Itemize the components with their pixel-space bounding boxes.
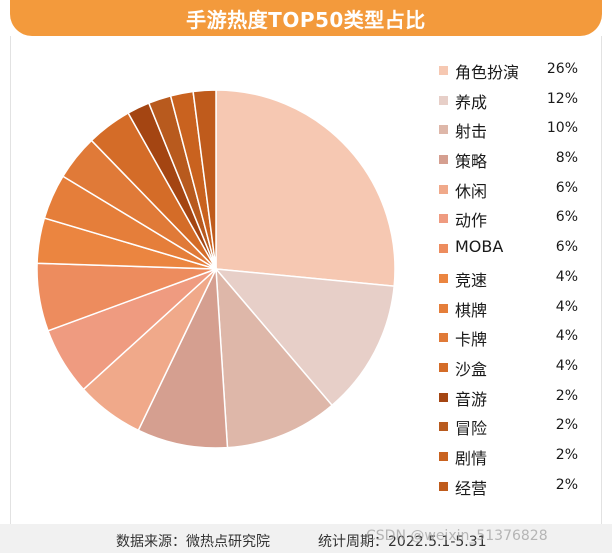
pie-slice-14	[192, 89, 217, 270]
legend-value: 10%	[546, 120, 578, 137]
legend-item: 经营 2%	[436, 474, 596, 504]
legend-label: 动作	[455, 211, 488, 231]
pie-slice-3	[137, 266, 229, 449]
pie-slice-1	[214, 268, 395, 407]
legend-swatch	[439, 362, 448, 372]
legend-label: 养成	[455, 92, 488, 112]
legend-swatch	[439, 451, 448, 461]
legend-item: 养成 12%	[436, 88, 596, 118]
legend-label: 经营	[455, 478, 488, 498]
legend-label: 棋牌	[455, 300, 488, 320]
legend-label: 剧情	[455, 448, 488, 468]
footer: 数据来源：微热点研究院 统计周期：2022.5.1-5.31	[0, 524, 612, 553]
stat-period: 统计周期：2022.5.1-5.31	[318, 534, 487, 550]
legend-item: MOBA 6%	[436, 236, 596, 266]
legend-item: 射击 10%	[436, 117, 596, 147]
title-bar: 手游热度TOP50类型占比	[10, 0, 602, 36]
data-source: 数据来源：微热点研究院	[116, 534, 270, 550]
legend-label: 策略	[455, 152, 488, 172]
legend-swatch	[439, 66, 448, 75]
legend-value: 4%	[555, 268, 578, 285]
legend-swatch	[439, 184, 448, 194]
legend-value: 4%	[555, 298, 578, 315]
legend-value: 8%	[555, 150, 578, 167]
pie-slice-2	[215, 266, 334, 449]
pie-slice-0	[215, 89, 396, 288]
legend-item: 动作 6%	[436, 206, 596, 236]
legend-value: 2%	[555, 476, 578, 493]
legend-value: 2%	[555, 446, 578, 463]
legend-value: 26%	[546, 61, 578, 77]
legend-label: 角色扮演	[455, 63, 520, 82]
legend-label: 音游	[455, 389, 488, 409]
legend-label: 休闲	[455, 181, 488, 201]
legend-label: 卡牌	[455, 330, 488, 350]
legend-item: 棋牌 4%	[436, 296, 596, 326]
legend-value: 2%	[555, 387, 578, 404]
legend-label: 竞速	[455, 270, 488, 290]
legend-swatch	[439, 155, 448, 165]
pie-slices	[36, 89, 396, 449]
pie-chart	[36, 89, 396, 449]
legend-item: 策略 8%	[436, 147, 596, 177]
legend-item: 卡牌 4%	[436, 325, 596, 355]
legend-label: MOBA	[455, 237, 504, 257]
legend-swatch	[439, 422, 448, 432]
legend-value: 4%	[555, 357, 578, 374]
legend-label: 冒险	[455, 419, 488, 439]
legend-swatch	[439, 273, 448, 283]
legend-value: 6%	[555, 239, 578, 256]
legend-item: 音游 2%	[436, 385, 596, 415]
legend-swatch	[439, 214, 448, 224]
legend-swatch	[439, 481, 448, 491]
legend-value: 6%	[555, 209, 578, 226]
watermark: CSDN @weixin_51376828	[366, 528, 548, 544]
legend-swatch	[439, 333, 448, 343]
legend-swatch	[439, 303, 448, 313]
legend-swatch	[439, 392, 448, 402]
legend-swatch	[439, 95, 448, 105]
legend-item: 休闲 6%	[436, 177, 596, 207]
legend-item: 角色扮演 26%	[436, 58, 596, 88]
legend-value: 12%	[546, 90, 578, 107]
legend-swatch	[439, 244, 448, 254]
legend-item: 竞速 4%	[436, 266, 596, 296]
legend-item: 沙盒 4%	[436, 355, 596, 385]
legend-item: 剧情 2%	[436, 444, 596, 474]
legend-value: 6%	[555, 179, 578, 196]
chart-frame	[10, 36, 602, 524]
legend-value: 4%	[555, 328, 578, 345]
legend: 角色扮演 26% 养成 12% 射击 10% 策略 8% 休闲 6% 动作 6% MOBA 6% 竞速 4% 棋…	[436, 58, 596, 503]
legend-swatch	[439, 125, 448, 135]
legend-value: 2%	[555, 417, 578, 434]
legend-label: 射击	[455, 122, 488, 142]
chart-title: 手游热度TOP50类型占比	[186, 7, 426, 32]
legend-item: 冒险 2%	[436, 414, 596, 444]
legend-label: 沙盒	[455, 359, 488, 379]
